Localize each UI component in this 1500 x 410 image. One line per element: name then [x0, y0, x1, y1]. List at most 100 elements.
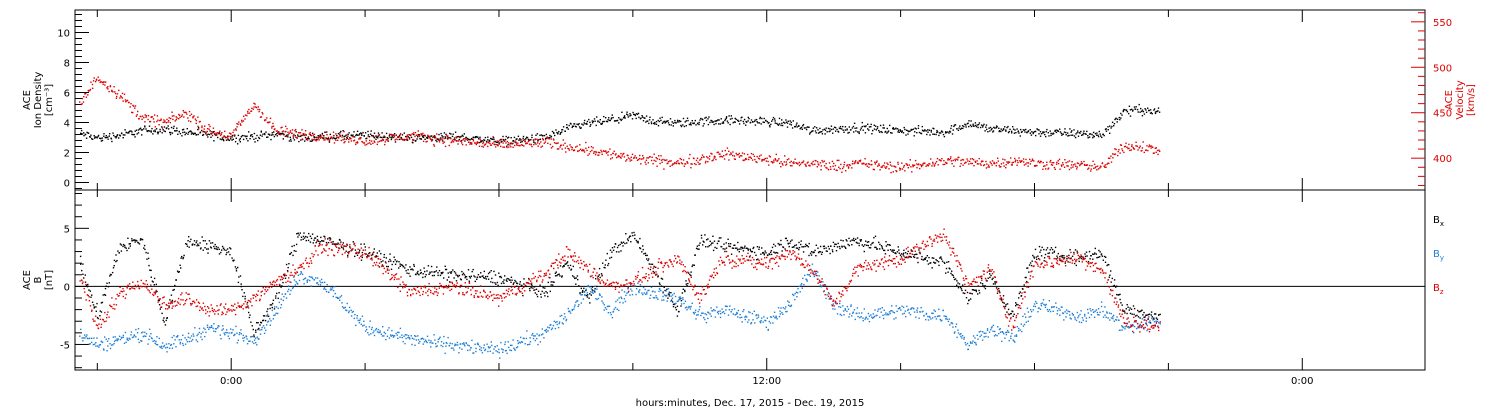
data-point — [167, 121, 169, 123]
data-point — [794, 244, 796, 247]
data-point — [281, 285, 283, 287]
data-point — [319, 134, 321, 136]
data-point — [213, 323, 215, 325]
data-point — [472, 138, 474, 141]
data-point — [445, 137, 447, 139]
data-point — [592, 147, 594, 149]
data-point — [891, 250, 893, 252]
data-point — [331, 243, 334, 245]
data-point — [248, 108, 250, 111]
data-point — [89, 136, 91, 138]
data-point — [1148, 313, 1151, 315]
data-point — [223, 249, 225, 251]
data-point — [443, 277, 445, 279]
data-point — [329, 133, 331, 136]
data-point — [1149, 145, 1151, 147]
data-point — [841, 171, 843, 173]
data-point — [501, 348, 503, 350]
data-point — [100, 340, 103, 342]
data-point — [597, 297, 600, 300]
data-point — [805, 165, 807, 167]
data-point — [660, 277, 663, 280]
data-point — [917, 125, 920, 127]
data-point — [1039, 131, 1042, 133]
data-point — [780, 243, 782, 246]
data-point — [684, 121, 686, 123]
data-point — [720, 313, 722, 315]
data-point — [514, 349, 516, 351]
data-point — [476, 141, 478, 143]
data-point — [868, 163, 871, 165]
data-point — [408, 138, 411, 140]
data-point — [549, 290, 551, 293]
data-point — [682, 288, 684, 290]
data-point — [433, 274, 435, 277]
data-point — [660, 119, 662, 122]
data-point — [82, 273, 84, 275]
data-point — [394, 259, 396, 261]
data-point — [242, 138, 245, 141]
data-point — [736, 247, 738, 249]
data-point — [296, 233, 298, 235]
data-point — [780, 124, 782, 127]
data-point — [517, 142, 519, 144]
data-point — [141, 115, 144, 117]
data-point — [304, 133, 306, 135]
data-point — [133, 133, 136, 136]
data-point — [301, 138, 303, 140]
data-point — [933, 133, 936, 135]
left-tick-label: 4 — [64, 119, 70, 130]
data-point — [1125, 142, 1127, 144]
data-point — [968, 299, 970, 301]
data-point — [207, 252, 209, 254]
data-point — [858, 131, 860, 133]
data-point — [84, 334, 86, 336]
data-point — [285, 125, 287, 128]
data-point — [603, 309, 605, 311]
data-point — [1042, 168, 1044, 170]
data-point — [970, 162, 972, 165]
data-point — [505, 349, 507, 352]
data-point — [432, 342, 434, 344]
data-point — [798, 241, 800, 244]
data-point — [420, 271, 422, 274]
data-point — [229, 253, 231, 256]
data-point — [442, 142, 444, 144]
data-point — [614, 243, 617, 245]
data-point — [115, 137, 117, 139]
data-point — [947, 158, 949, 160]
data-point — [119, 338, 122, 341]
data-point — [606, 120, 609, 123]
data-point — [615, 156, 618, 159]
data-point — [587, 285, 589, 288]
data-point — [524, 138, 526, 141]
data-point — [810, 131, 813, 133]
data-point — [576, 300, 578, 302]
data-point — [120, 250, 123, 252]
data-point — [507, 137, 509, 139]
data-point — [678, 120, 681, 122]
data-point — [804, 163, 806, 165]
data-point — [682, 297, 684, 299]
data-point — [648, 119, 651, 121]
data-point — [965, 297, 968, 299]
data-point — [921, 255, 923, 258]
data-point — [1062, 257, 1064, 259]
data-point — [144, 121, 146, 123]
data-point — [897, 246, 899, 248]
data-point — [367, 142, 369, 145]
data-point — [1119, 298, 1121, 301]
data-point — [479, 345, 481, 348]
data-point — [520, 336, 522, 339]
data-point — [99, 79, 101, 81]
data-point — [1116, 121, 1118, 123]
data-point — [594, 288, 596, 290]
data-point — [321, 281, 324, 284]
data-point — [187, 332, 190, 335]
data-point — [487, 272, 490, 275]
data-point — [1060, 164, 1063, 166]
data-point — [786, 122, 789, 124]
data-point — [97, 79, 100, 82]
data-point — [277, 297, 279, 300]
data-point — [1111, 121, 1114, 123]
